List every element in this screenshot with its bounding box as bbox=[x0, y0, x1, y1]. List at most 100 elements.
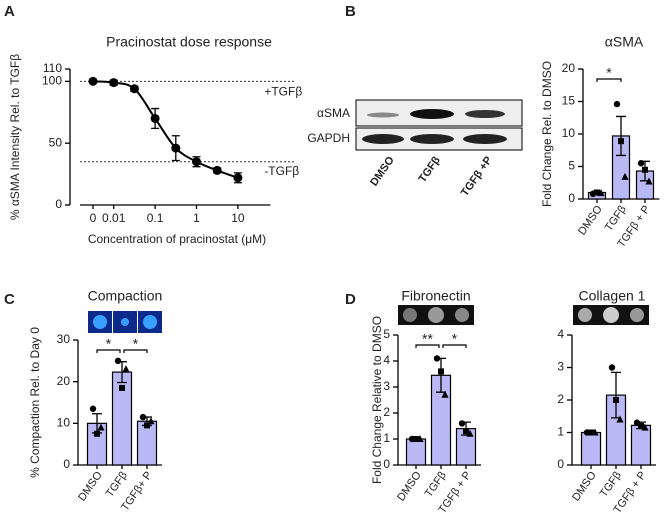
data-point bbox=[114, 357, 122, 365]
chart-title: Pracinostat dose response bbox=[106, 34, 272, 50]
data-point bbox=[642, 166, 648, 173]
data-point bbox=[150, 113, 160, 123]
data-point bbox=[433, 355, 441, 362]
data-point bbox=[645, 177, 653, 185]
y-tick-label: 2 bbox=[557, 392, 564, 406]
y-tick-label: 3 bbox=[557, 360, 564, 374]
data-point bbox=[212, 165, 222, 175]
y-tick-label: 4 bbox=[557, 327, 564, 341]
bar bbox=[405, 438, 427, 466]
significance-label: * bbox=[452, 331, 458, 347]
blot-lane-label: DMSO bbox=[368, 154, 397, 188]
x-tick-label: 10 bbox=[231, 211, 245, 225]
bar bbox=[630, 424, 652, 466]
data-point bbox=[638, 423, 644, 429]
y-tick-label: 30 bbox=[57, 332, 71, 346]
y-tick-label: 0 bbox=[557, 457, 564, 471]
data-point bbox=[618, 138, 624, 145]
data-point bbox=[458, 420, 466, 427]
reference-label: +TGFβ bbox=[264, 85, 302, 99]
y-tick-label: 1 bbox=[557, 425, 564, 439]
data-point bbox=[97, 423, 105, 431]
x-tick-label: 0.1 bbox=[147, 211, 164, 225]
y-tick-label: 110 bbox=[43, 61, 62, 75]
data-point bbox=[588, 429, 594, 436]
y-tick-label: 10 bbox=[562, 126, 576, 140]
data-point bbox=[416, 435, 424, 442]
y-tick-label: 50 bbox=[49, 135, 63, 149]
significance-bracket bbox=[596, 78, 622, 82]
chart-title: Fibronectin bbox=[401, 288, 470, 304]
data-point bbox=[621, 172, 629, 180]
data-point bbox=[94, 430, 100, 437]
data-point bbox=[591, 428, 599, 436]
x-tick-label: DMSO bbox=[570, 469, 599, 503]
y-tick-label: 5 bbox=[383, 327, 390, 341]
y-tick-label: 1 bbox=[383, 431, 390, 445]
y-tick-label: 0 bbox=[55, 197, 62, 211]
y-tick-label: 5 bbox=[568, 159, 575, 173]
data-point bbox=[144, 422, 150, 429]
blot-lane-label: TGFβ bbox=[417, 154, 443, 185]
data-point bbox=[594, 189, 600, 196]
y-tick-label: 10 bbox=[57, 416, 71, 430]
data-point bbox=[139, 413, 147, 421]
data-point bbox=[613, 100, 621, 108]
data-point bbox=[233, 173, 243, 183]
data-point bbox=[616, 415, 624, 423]
x-tick-label: 1 bbox=[193, 211, 200, 225]
data-point bbox=[641, 423, 649, 431]
data-point bbox=[608, 364, 616, 371]
blot-row-label: αSMA bbox=[317, 106, 350, 120]
significance-bracket bbox=[123, 349, 148, 353]
reference-label: -TGFβ bbox=[264, 164, 299, 178]
data-point bbox=[463, 428, 469, 435]
data-point bbox=[122, 365, 130, 373]
data-point bbox=[466, 429, 474, 437]
y-tick-label: 0 bbox=[63, 457, 70, 471]
y-tick-label: 4 bbox=[383, 353, 390, 367]
data-point bbox=[438, 368, 444, 375]
y-axis-title: % Compaction Rel. to Day 0 bbox=[28, 327, 42, 478]
data-point bbox=[109, 78, 119, 88]
data-point bbox=[171, 143, 181, 153]
x-tick-label: DMSO bbox=[76, 469, 105, 503]
y-axis-title: Fold Change Relative to DMSO bbox=[370, 316, 384, 484]
x-tick-label: DMSO bbox=[576, 203, 605, 237]
y-tick-label: 3 bbox=[383, 379, 390, 393]
data-point bbox=[413, 436, 419, 442]
data-point bbox=[441, 390, 449, 398]
panel-letter: A bbox=[4, 3, 15, 20]
data-point bbox=[147, 417, 155, 425]
significance-label: * bbox=[133, 336, 139, 352]
panel-letter: C bbox=[4, 291, 15, 308]
significance-bracket bbox=[415, 344, 440, 348]
data-point bbox=[637, 160, 645, 167]
blot-lane-label: TGFβ +P bbox=[459, 155, 495, 199]
significance-label: * bbox=[106, 336, 112, 352]
y-axis-title: Fold Change Rel. to DMSO bbox=[540, 61, 554, 207]
fibronectin-images bbox=[398, 305, 474, 325]
y-tick-label: 2 bbox=[383, 405, 390, 419]
y-tick-label: 100 bbox=[42, 74, 62, 88]
data-point bbox=[89, 405, 97, 412]
y-tick-label: 0 bbox=[568, 191, 575, 205]
panel-letter: B bbox=[345, 3, 356, 20]
blot bbox=[355, 99, 523, 151]
blot-row-label: GAPDH bbox=[307, 131, 350, 145]
y-tick-label: 15 bbox=[562, 94, 576, 108]
chart-title: Collagen 1 bbox=[579, 288, 646, 304]
y-tick-label: 0 bbox=[383, 457, 390, 471]
x-tick-label: 0 bbox=[90, 211, 97, 225]
compaction-images bbox=[88, 311, 162, 333]
data-point bbox=[613, 397, 619, 403]
x-tick-label: 0.01 bbox=[102, 211, 126, 225]
fit-curve bbox=[92, 80, 239, 179]
significance-label: ** bbox=[422, 331, 433, 347]
significance-bracket bbox=[96, 349, 121, 353]
error-bar bbox=[616, 115, 626, 157]
significance-label: * bbox=[606, 65, 612, 81]
x-axis-title: Concentration of pracinostat (μM) bbox=[88, 232, 266, 246]
